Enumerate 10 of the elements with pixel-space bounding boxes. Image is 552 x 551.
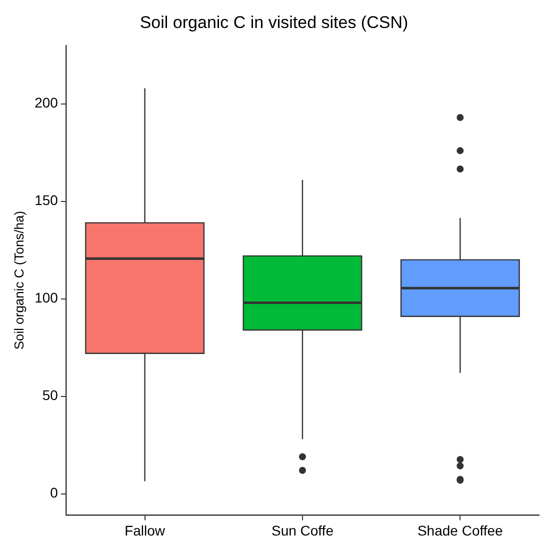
y-tick-label: 150: [34, 192, 58, 208]
x-tick-label: Sun Coffe: [271, 522, 334, 538]
chart-title: Soil organic C in visited sites (CSN): [140, 12, 408, 32]
y-axis-title: Soil organic C (Tons/ha): [11, 210, 26, 350]
x-tick-label: Fallow: [124, 522, 166, 538]
y-tick-label: 100: [34, 290, 58, 306]
y-tick-label: 50: [42, 387, 58, 404]
x-tick-label: Shade Coffee: [417, 522, 504, 538]
y-tick-label: 0: [50, 484, 58, 501]
y-tick-label: 200: [34, 94, 58, 111]
